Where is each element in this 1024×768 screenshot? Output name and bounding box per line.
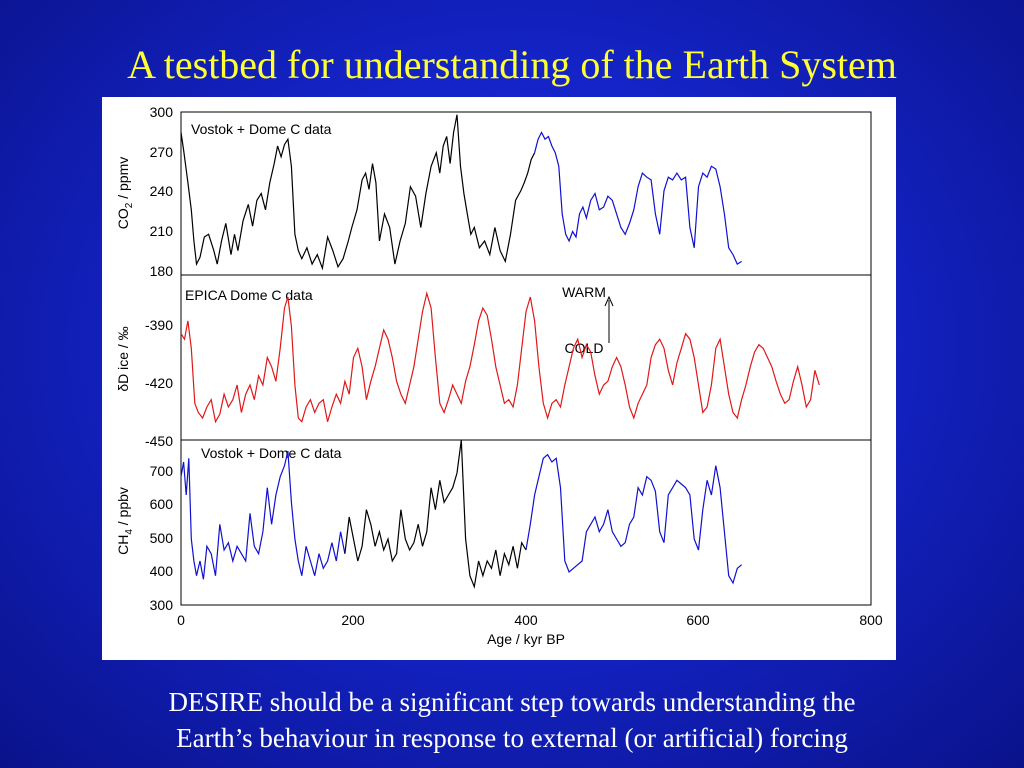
dD-annotation: EPICA Dome C data	[185, 287, 313, 303]
ch4-yticks: 700 600 500 400 300	[150, 463, 174, 613]
panel-ch4-frame	[180, 439, 872, 606]
cold-label: COLD	[565, 340, 604, 356]
slide-title: A testbed for understanding of the Earth…	[127, 42, 897, 87]
dD-ytick: -390	[145, 317, 173, 333]
co2-yticks: 300 270 240 210 180	[150, 104, 174, 279]
ch4-ytick: 600	[150, 496, 174, 512]
ice-core-chart: 300 270 240 210 180 -390 -420 -450 700 6…	[115, 104, 883, 647]
ch4-series-black-1	[344, 439, 527, 589]
co2-ytick: 210	[150, 223, 174, 239]
ch4-ytick: 400	[150, 563, 174, 579]
xtick: 0	[177, 612, 185, 628]
dD-ytick: -450	[145, 433, 173, 449]
slide-caption: DESIRE should be a significant step towa…	[60, 684, 964, 756]
xticks: 0 200 400 600 800	[177, 612, 883, 628]
dD-yticks: -390 -420 -450	[145, 317, 173, 449]
co2-ytick: 300	[150, 104, 174, 120]
xtick: 200	[341, 612, 365, 628]
x-axis-label: Age / kyr BP	[487, 631, 565, 647]
co2-ylabel: CO2 / ppmv	[115, 157, 135, 229]
ch4-ytick: 500	[150, 530, 174, 546]
warm-cold-arrowhead	[604, 295, 614, 307]
dD-series-red-0	[180, 290, 820, 424]
warm-label: WARM	[562, 284, 606, 300]
ch4-series-blue-0	[180, 450, 346, 580]
ch4-ytick: 300	[150, 597, 174, 613]
caption-line: Earth’s behaviour in response to externa…	[176, 723, 848, 753]
series-layer	[180, 114, 820, 589]
xtick: 800	[859, 612, 883, 628]
xtick: 400	[514, 612, 538, 628]
ch4-ylabel: CH4 / ppbv	[115, 487, 135, 555]
co2-annotation: Vostok + Dome C data	[191, 121, 332, 137]
co2-ytick: 240	[150, 183, 174, 199]
co2-series-blue-1	[534, 131, 742, 265]
figure-panel: 300 270 240 210 180 -390 -420 -450 700 6…	[102, 97, 896, 660]
dD-ylabel: δD ice / ‰	[115, 326, 131, 391]
caption-line: DESIRE should be a significant step towa…	[168, 687, 856, 717]
xtick: 600	[686, 612, 710, 628]
co2-ytick: 270	[150, 144, 174, 160]
ch4-series-blue-2	[525, 453, 742, 585]
ch4-annotation: Vostok + Dome C data	[201, 445, 342, 461]
co2-series-black-0	[180, 114, 536, 271]
dD-ytick: -420	[145, 375, 173, 391]
ch4-ytick: 700	[150, 463, 174, 479]
co2-ytick: 180	[150, 263, 174, 279]
